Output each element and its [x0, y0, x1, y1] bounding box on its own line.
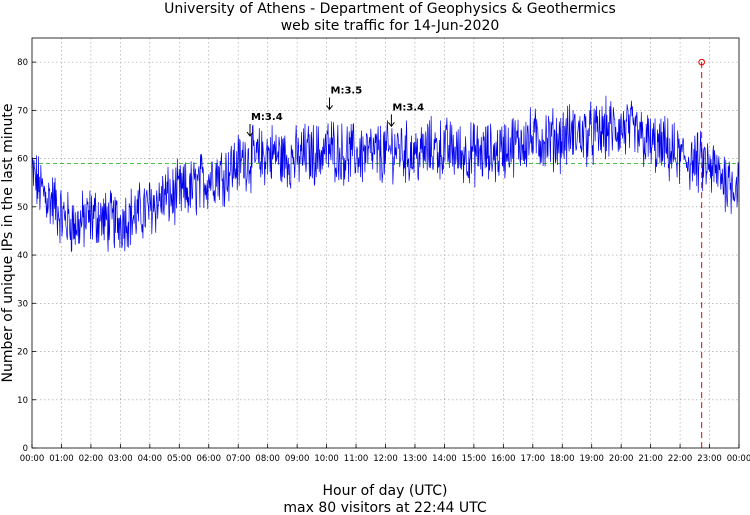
- annotation-label: M:3.5: [331, 85, 363, 96]
- max-point-marker: [698, 58, 705, 66]
- x-tick-label: 00:00: [20, 454, 45, 464]
- annotation-arrow-head: [387, 122, 395, 128]
- x-tick-label: 05:00: [167, 454, 192, 464]
- x-tick-label: 08:00: [255, 454, 280, 464]
- y-tick-label: 40: [17, 251, 28, 261]
- y-tick-label: 60: [17, 155, 28, 165]
- x-tick-label: 20:00: [609, 454, 634, 464]
- x-tick-label: 07:00: [226, 454, 251, 464]
- x-tick-label: 04:00: [138, 454, 163, 464]
- x-tick-label: 13:00: [403, 454, 428, 464]
- x-tick-label: 22:00: [668, 454, 693, 464]
- annotation-label: M:3.4: [392, 102, 424, 113]
- x-tick-label: 23:00: [697, 454, 722, 464]
- x-tick-label: 10:00: [314, 454, 339, 464]
- series-line: [31, 95, 740, 253]
- x-tick-label: 17:00: [521, 454, 546, 464]
- y-tick-label: 0: [23, 444, 28, 454]
- annotation-arrow-head: [326, 105, 333, 111]
- annotation-layer: M:3.4 M:3.5 M:3.4: [246, 85, 424, 137]
- max-marker-layer: [698, 58, 705, 448]
- x-tick-label: 16:00: [491, 454, 516, 464]
- x-tick-label: 06:00: [197, 454, 222, 464]
- x-tick-label: 12:00: [373, 454, 398, 464]
- x-tick-label: 00:00: [727, 454, 750, 464]
- x-tick-label: 18:00: [550, 454, 575, 464]
- series-layer: [31, 95, 740, 253]
- x-tick-label: 02:00: [79, 454, 104, 464]
- x-tick-label: 21:00: [638, 454, 663, 464]
- y-axis-label: Number of unique IPs in the last minute: [0, 104, 16, 383]
- x-tick-label: 11:00: [344, 454, 369, 464]
- annotation-label: M:3.4: [251, 112, 283, 123]
- x-tick-label: 19:00: [579, 454, 604, 464]
- chart-subtitle: web site traffic for 14-Jun-2020: [281, 18, 500, 34]
- x-tick-label: 01:00: [49, 454, 74, 464]
- x-tick-label: 15:00: [462, 454, 487, 464]
- y-tick-label: 20: [17, 348, 28, 358]
- x-tick-label: 03:00: [108, 454, 133, 464]
- chart-title: University of Athens - Department of Geo…: [164, 1, 616, 17]
- x-tick-label: 14:00: [432, 454, 457, 464]
- x-tick-label: 09:00: [285, 454, 310, 464]
- x-axis-label: Hour of day (UTC): [323, 483, 448, 499]
- y-tick-label: 70: [17, 106, 28, 116]
- y-axis-ticks: 0 10 20 30 40 50 60 70 80: [17, 58, 36, 454]
- x-axis-ticks: 00:00 01:00 02:00 03:00 04:00 05:00 06:00 07:00…: [20, 444, 750, 464]
- y-tick-label: 80: [17, 58, 28, 68]
- x-axis-subtitle: max 80 visitors at 22:44 UTC: [283, 500, 486, 515]
- annotation-arrow-head: [246, 131, 254, 137]
- y-tick-label: 50: [17, 203, 28, 213]
- y-tick-label: 10: [17, 396, 28, 406]
- y-tick-label: 30: [17, 299, 28, 309]
- grid-lines: [32, 38, 739, 448]
